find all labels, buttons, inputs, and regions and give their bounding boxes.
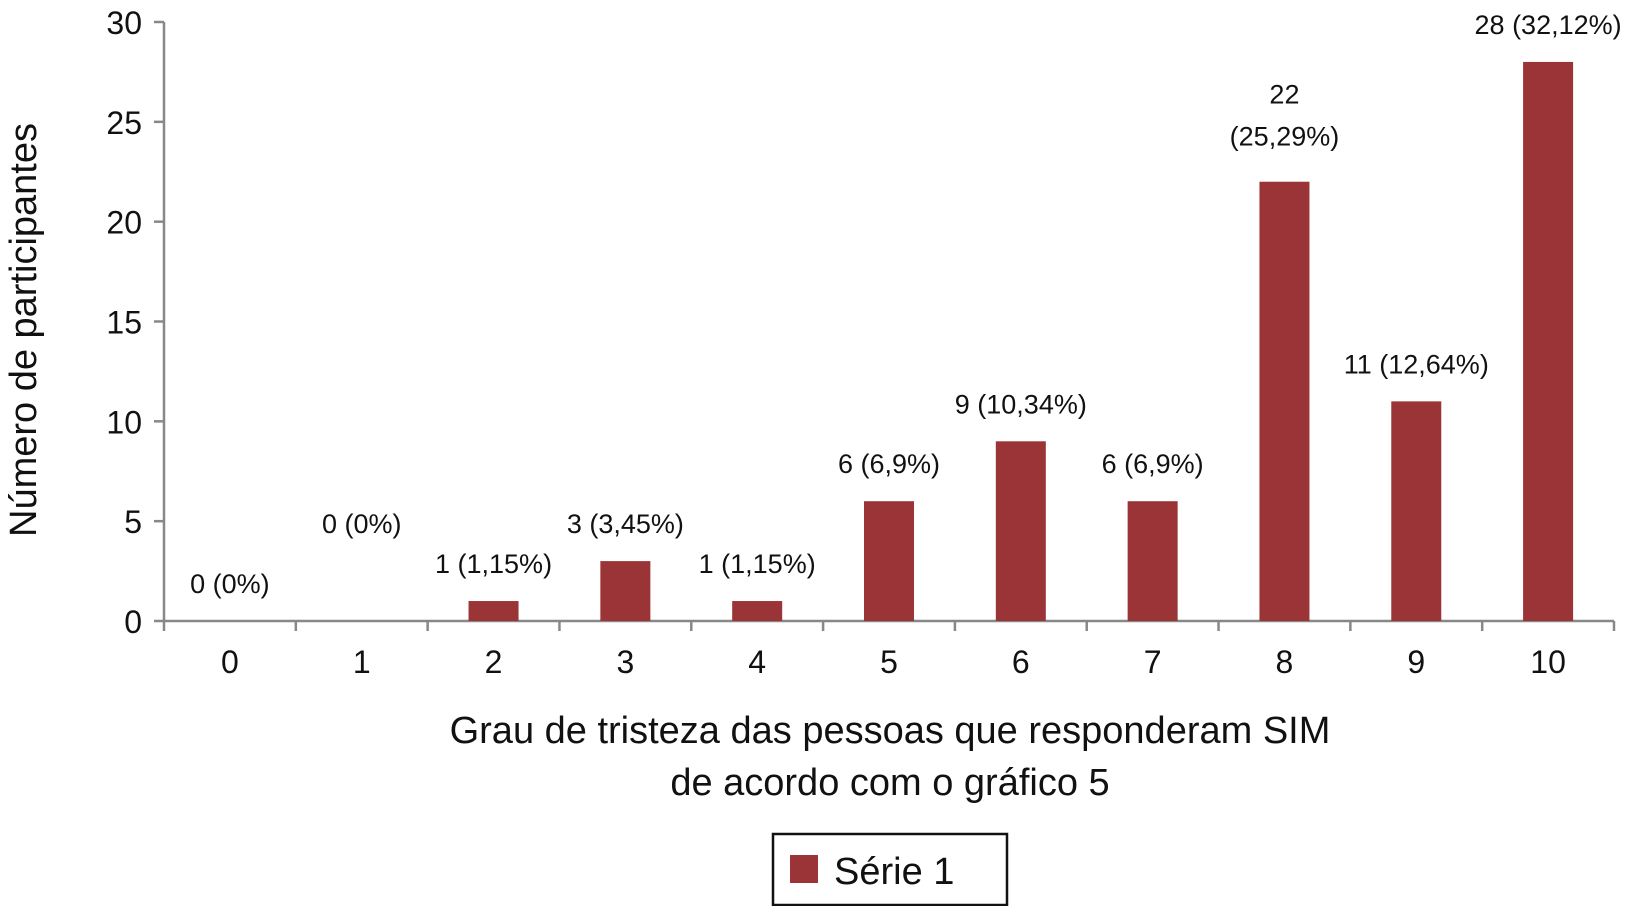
bar <box>468 601 519 621</box>
data-label: 0 (0%) <box>322 509 402 539</box>
y-axis-title: Número de participantes <box>3 123 45 537</box>
legend: Série 1 <box>771 832 1009 907</box>
bar <box>995 441 1046 621</box>
data-label: 0 (0%) <box>190 569 270 599</box>
bar <box>864 501 914 621</box>
y-axis: 0 5 10 15 20 25 30 <box>106 5 166 640</box>
x-axis: 0 1 2 3 4 5 6 7 8 9 10 <box>162 619 1616 680</box>
x-tick-label: 10 <box>1530 644 1566 680</box>
data-label: 28 (32,12%) <box>1475 10 1622 40</box>
y-tick-label: 30 <box>106 5 142 41</box>
x-tick-label: 4 <box>748 644 766 680</box>
x-tick-label: 8 <box>1276 644 1294 680</box>
x-tick-label: 0 <box>221 644 239 680</box>
legend-swatch <box>790 855 818 883</box>
x-tick-label: 2 <box>485 644 503 680</box>
x-tick-label: 1 <box>353 644 371 680</box>
x-tick-label: 6 <box>1012 644 1030 680</box>
x-axis-title-line-1: Grau de tristeza das pessoas que respond… <box>450 710 1331 752</box>
data-labels: 0 (0%) 0 (0%) 1 (1,15%) 3 (3,45%) 1 (1,15%) 6… <box>190 10 1621 599</box>
legend-label: Série 1 <box>834 851 954 893</box>
data-label: (25,29%) <box>1230 122 1340 152</box>
x-tick-label: 9 <box>1407 644 1425 680</box>
bar <box>1391 401 1442 621</box>
y-tick-label: 25 <box>106 105 142 141</box>
x-axis-title-line-2: de acordo com o gráfico 5 <box>670 762 1109 804</box>
x-tick-label: 3 <box>616 644 634 680</box>
data-label: 1 (1,15%) <box>699 549 816 579</box>
bar <box>600 561 651 621</box>
y-tick-label: 0 <box>124 604 142 640</box>
data-label: 1 (1,15%) <box>435 549 552 579</box>
y-tick-label: 10 <box>106 404 142 440</box>
data-label: 11 (12,64%) <box>1344 349 1489 379</box>
data-label: 9 (10,34%) <box>955 389 1087 419</box>
x-tick-label: 5 <box>880 644 898 680</box>
y-tick-label: 15 <box>106 305 142 341</box>
bar <box>1127 501 1178 621</box>
data-label: 6 (6,9%) <box>838 449 940 479</box>
data-label: 6 (6,9%) <box>1102 449 1204 479</box>
x-tick-label: 7 <box>1144 644 1162 680</box>
bars <box>468 61 1574 621</box>
bar <box>1259 181 1310 621</box>
y-tick-label: 20 <box>106 205 142 241</box>
bar <box>1523 61 1574 621</box>
data-label: 22 <box>1269 80 1299 110</box>
bar <box>732 601 783 621</box>
data-label: 3 (3,45%) <box>567 509 684 539</box>
y-tick-label: 5 <box>124 504 142 540</box>
